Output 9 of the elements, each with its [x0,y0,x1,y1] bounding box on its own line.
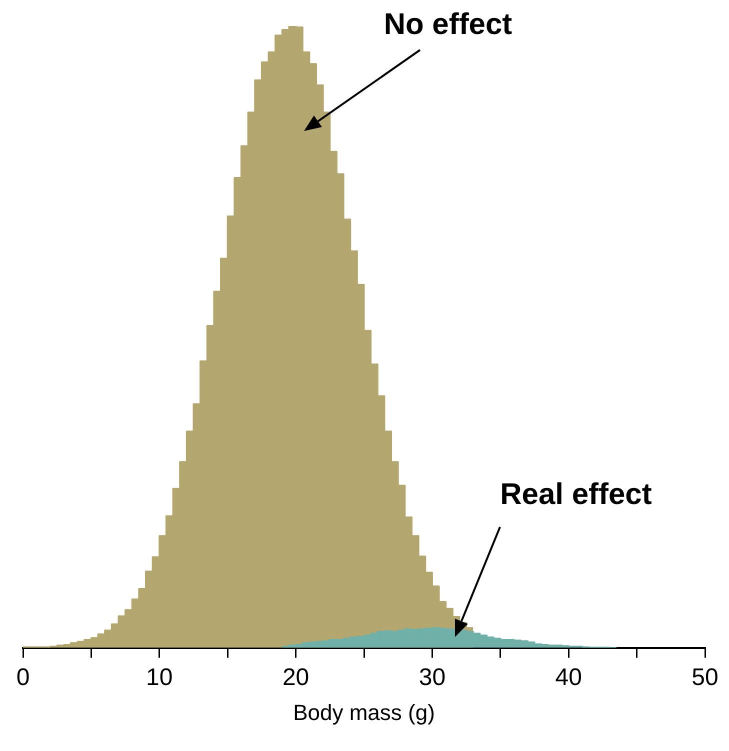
x-tick-label: 30 [418,664,446,691]
x-tick-label: 10 [146,664,173,691]
x-tick-label: 0 [16,664,30,691]
x-tick-label: 40 [555,664,582,691]
x-tick-label: 50 [692,664,718,691]
annotation: Real effect [500,478,652,512]
x-tick-label: 20 [282,664,310,691]
x-axis-title: Body mass (g) [293,700,435,725]
annotation: No effect [384,8,512,42]
